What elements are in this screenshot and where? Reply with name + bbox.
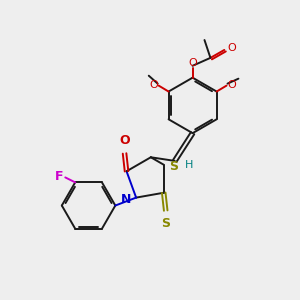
Text: O: O (188, 58, 197, 68)
Text: F: F (55, 170, 63, 183)
Text: S: S (169, 160, 178, 173)
Text: N: N (121, 193, 131, 206)
Text: O: O (149, 80, 158, 90)
Text: H: H (185, 160, 193, 170)
Text: O: O (227, 43, 236, 53)
Text: S: S (161, 217, 170, 230)
Text: O: O (119, 134, 130, 148)
Text: O: O (227, 80, 236, 90)
